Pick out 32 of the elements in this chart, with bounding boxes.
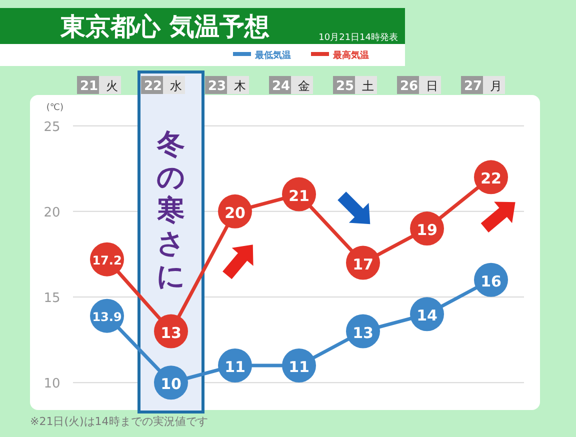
legend-label: 最低気温 bbox=[254, 50, 291, 61]
y-axis-title: (℃) bbox=[46, 103, 64, 113]
data-label: 19 bbox=[416, 221, 438, 240]
chart-title: 東京都心 気温予想 bbox=[60, 12, 270, 41]
text: ※21日(火)は14時までの実況値です bbox=[30, 415, 208, 428]
data-label: 11 bbox=[224, 358, 246, 376]
data-label: 17 bbox=[352, 255, 374, 274]
annotation: 冬の寒さに bbox=[156, 127, 186, 292]
data-label: 17.2 bbox=[92, 253, 122, 268]
data-label: 13.9 bbox=[92, 310, 122, 324]
data-label: 22 bbox=[480, 170, 502, 188]
data-label: 13 bbox=[160, 324, 182, 342]
data-label: 16 bbox=[480, 272, 502, 290]
y-tick-label: 20 bbox=[44, 205, 60, 220]
x-tick-label: 24 金 bbox=[272, 79, 310, 94]
y-tick-label: 15 bbox=[44, 291, 60, 306]
chart-subtitle: 10月21日14時発表 bbox=[318, 32, 398, 43]
x-tick-label: 25 土 bbox=[336, 79, 374, 94]
x-tick-label: 23 木 bbox=[208, 79, 246, 94]
x-tick-label: 21 火 bbox=[80, 79, 118, 94]
data-label: 13 bbox=[352, 324, 374, 342]
y-tick-label: 25 bbox=[44, 120, 60, 135]
x-tick-label: 27 月 bbox=[464, 79, 502, 94]
data-label: 21 bbox=[288, 186, 310, 205]
legend-label: 最高気温 bbox=[332, 50, 369, 61]
x-tick-label: 26 日 bbox=[400, 79, 438, 94]
x-tick-label: 22 水 bbox=[144, 79, 182, 94]
data-label: 14 bbox=[416, 306, 438, 325]
y-tick-label: 10 bbox=[44, 376, 60, 392]
data-label: 11 bbox=[288, 358, 310, 376]
data-label: 10 bbox=[160, 375, 182, 394]
data-label: 20 bbox=[224, 204, 246, 222]
